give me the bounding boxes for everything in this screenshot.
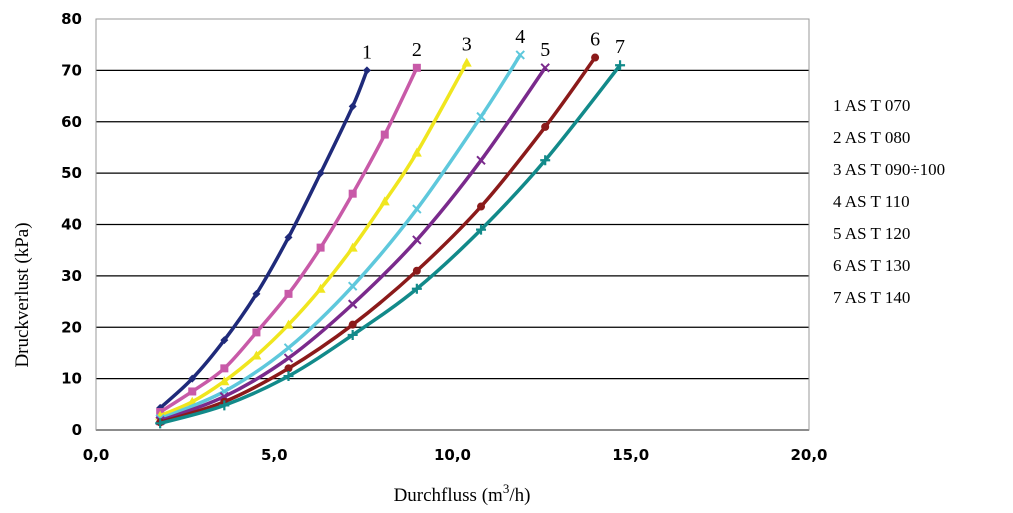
legend-entry: 5 AS T 120: [833, 224, 910, 243]
data-point: [284, 364, 293, 373]
series-4: [155, 50, 525, 424]
x-tick-label: 15,0: [612, 446, 649, 464]
data-point: [347, 281, 358, 291]
curve-number-label: 5: [540, 39, 550, 61]
data-point: [220, 336, 229, 345]
data-point: [541, 122, 550, 131]
data-point: [476, 111, 486, 122]
data-point: [412, 63, 421, 72]
series-line: [158, 69, 369, 410]
data-point: [315, 283, 326, 293]
legend-entry: 4 AS T 110: [833, 192, 910, 211]
data-point: [591, 53, 600, 62]
data-point: [284, 233, 293, 242]
data-point: [220, 364, 229, 373]
data-point: [476, 224, 487, 235]
plot-area-frame: [95, 18, 810, 431]
legend-entry: 1 AS T 070: [833, 96, 910, 115]
x-axis-ticks: 0,0 5,0 10,0 15,0 20,0: [83, 446, 828, 464]
data-point: [411, 147, 422, 157]
data-point: [348, 189, 357, 198]
data-point: [461, 57, 472, 67]
y-tick-label: 70: [61, 61, 82, 79]
curve-number-label: 7: [615, 36, 625, 58]
data-point: [380, 130, 389, 139]
legend-entry: 2 AS T 080: [833, 128, 910, 147]
legend-entry: 6 AS T 130: [833, 256, 910, 275]
x-tick-label: 0,0: [83, 446, 110, 464]
data-point: [188, 374, 197, 383]
y-tick-label: 50: [61, 164, 82, 182]
data-point: [348, 102, 357, 111]
data-point: [347, 242, 358, 252]
data-point: [252, 328, 261, 337]
data-point: [252, 289, 261, 298]
curve-number-label: 2: [412, 39, 422, 61]
data-point: [283, 319, 294, 329]
x-tick-label: 20,0: [790, 446, 827, 464]
data-point: [411, 283, 422, 294]
legend: 1 AS T 070 2 AS T 080 3 AS T 090÷100 4 AS T…: [833, 96, 945, 307]
y-tick-label: 20: [61, 318, 82, 336]
data-point: [347, 299, 358, 309]
series-line: [159, 56, 597, 424]
curve-number-label: 6: [590, 29, 600, 51]
legend-entry: 3 AS T 090÷100: [833, 160, 945, 179]
x-tick-label: 10,0: [434, 446, 471, 464]
series-6: [156, 53, 600, 427]
data-point: [219, 400, 230, 411]
data-point: [540, 63, 550, 73]
curve-number-label: 1: [362, 41, 372, 63]
x-tick-label: 5,0: [261, 446, 288, 464]
y-axis-ticks: 0 10 20 30 40 50 60 70 80: [61, 10, 82, 439]
data-point: [219, 376, 230, 386]
data-point: [540, 155, 551, 166]
data-point: [188, 387, 197, 396]
data-point: [348, 320, 357, 329]
data-point: [412, 266, 421, 275]
data-point: [284, 289, 293, 298]
data-point: [412, 235, 422, 245]
data-point: [476, 155, 486, 165]
y-tick-label: 0: [72, 421, 82, 439]
y-tick-label: 80: [61, 10, 82, 28]
data-point: [515, 50, 525, 60]
data-point: [316, 243, 325, 252]
curve-number-labels: 1 2 3 45 6 7: [362, 26, 625, 63]
data-point: [615, 60, 626, 71]
x-axis-title: Durchfluss (m3/h): [394, 481, 531, 506]
series-line: [159, 61, 469, 418]
series-layer: [155, 50, 626, 429]
data-point: [379, 196, 390, 206]
data-point: [251, 350, 262, 360]
data-point: [362, 66, 371, 75]
data-point: [283, 353, 294, 363]
series-1: [156, 66, 371, 412]
y-axis-title: Druckverlust (kPa): [12, 222, 33, 367]
data-point: [283, 343, 294, 353]
data-point: [316, 169, 325, 178]
y-tick-label: 10: [61, 370, 82, 388]
data-point: [412, 204, 422, 214]
y-tick-label: 60: [61, 113, 82, 131]
series-7: [155, 60, 626, 429]
legend-entry: 7 AS T 140: [833, 288, 910, 307]
data-point: [477, 202, 486, 211]
data-point: [155, 418, 166, 429]
series-2: [156, 63, 421, 417]
y-tick-label: 30: [61, 267, 82, 285]
data-point: [283, 371, 294, 382]
data-point: [347, 329, 358, 340]
curve-number-label: 3: [462, 34, 472, 56]
gridlines: [96, 69, 809, 431]
series-line: [159, 54, 522, 421]
curve-number-label: 4: [515, 26, 525, 48]
y-tick-label: 40: [61, 216, 82, 234]
